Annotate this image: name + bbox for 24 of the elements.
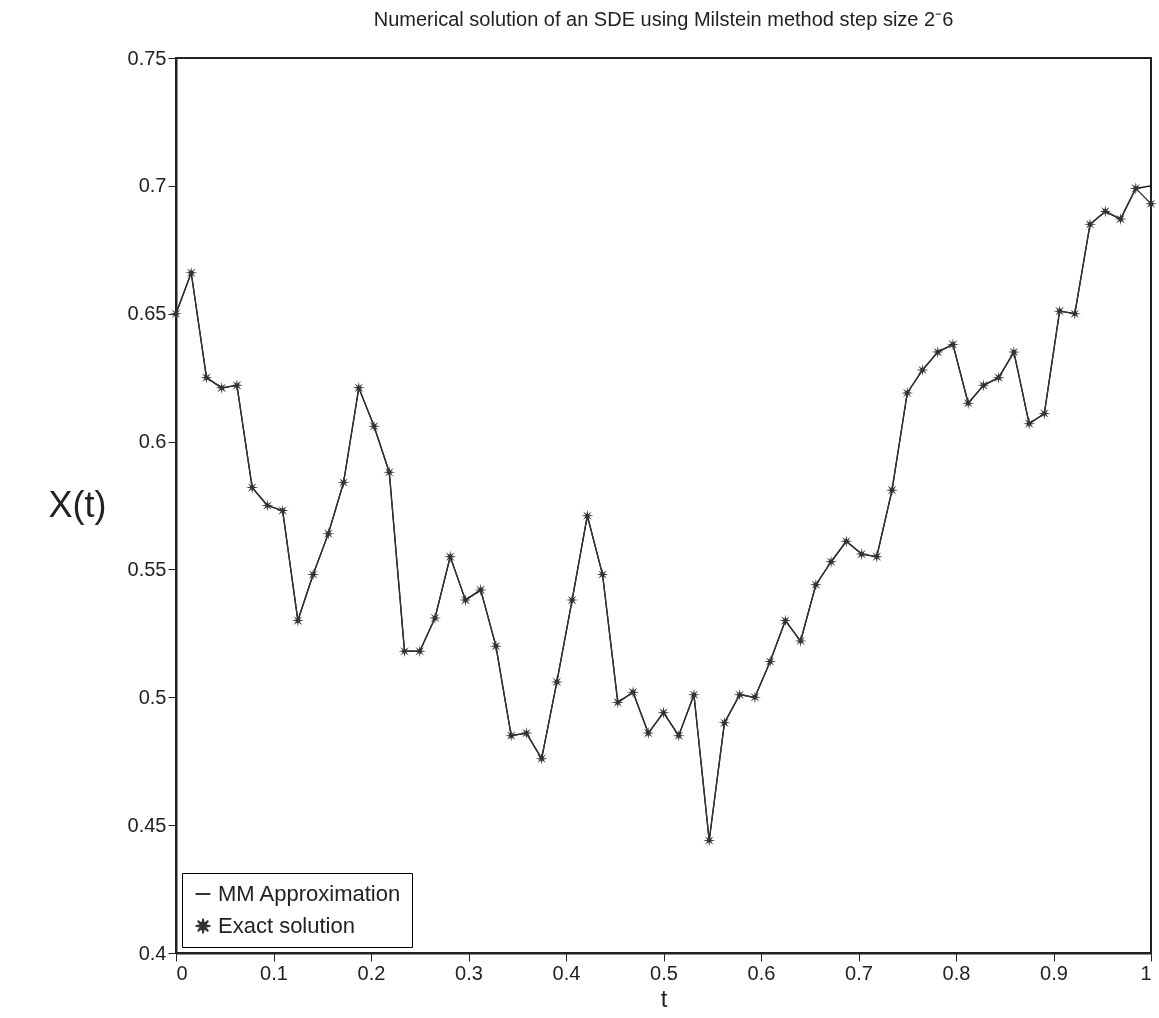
y-tick-label: 0.45 (127, 813, 167, 836)
y-tick-label: 0.4 (138, 941, 167, 964)
chart-title: Numerical solution of an SDE using Milstein method step size 2⁻6 (373, 8, 954, 30)
x-tick-label: 0.3 (455, 961, 483, 984)
x-tick-label: 0.5 (650, 961, 678, 984)
x-tick-label: 0.2 (357, 961, 386, 984)
legend-label: MM Approximation (218, 881, 401, 906)
x-tick-label: 0.9 (1040, 961, 1068, 984)
x-tick-label: 0.4 (552, 961, 581, 984)
x-tick-label: 0.8 (942, 961, 971, 984)
y-tick-label: 0.65 (127, 302, 167, 325)
x-tick-label: 0.6 (747, 961, 776, 984)
x-tick-label: 1 (1140, 961, 1152, 984)
x-tick-label: 0.7 (845, 961, 873, 984)
x-axis-title: t (660, 984, 668, 1012)
y-tick-label: 0.55 (127, 557, 167, 580)
y-tick-label: 0.5 (138, 685, 167, 708)
y-tick-label: 0.7 (138, 174, 167, 197)
y-axis-title: X(t) (48, 484, 107, 525)
x-tick-label: 0 (176, 961, 188, 984)
y-tick-label: 0.6 (138, 430, 167, 453)
y-tick-label: 0.75 (127, 46, 167, 69)
legend-label: Exact solution (218, 913, 355, 938)
x-tick-label: 0.1 (260, 961, 288, 984)
